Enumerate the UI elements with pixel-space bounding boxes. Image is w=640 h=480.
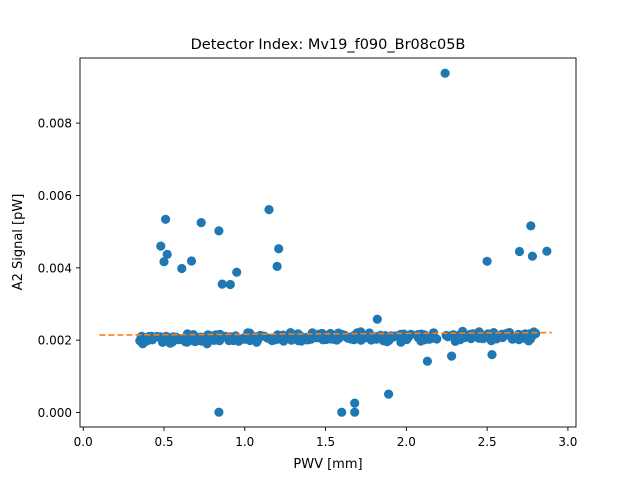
y-tick-label: 0.000: [38, 406, 72, 420]
data-point-outlier: [264, 205, 274, 215]
y-tick-label: 0.002: [38, 334, 72, 348]
data-point: [377, 333, 387, 343]
data-point: [497, 330, 507, 340]
data-point: [210, 330, 220, 340]
data-point-outlier: [447, 351, 457, 361]
data-point: [161, 336, 171, 346]
x-tick-label: 3.0: [558, 435, 577, 449]
y-tick-label: 0.008: [38, 117, 72, 131]
y-axis: 0.000 0.002 0.004 0.006 0.008: [38, 117, 80, 420]
fit-line-group: [99, 331, 552, 336]
fit-line: [99, 331, 552, 336]
x-tick-label: 0.0: [74, 435, 93, 449]
data-point: [354, 334, 364, 344]
data-point: [239, 333, 249, 343]
data-points: [135, 68, 552, 417]
data-point-outlier: [422, 356, 432, 366]
data-point-outlier: [214, 407, 224, 417]
data-point: [478, 334, 488, 344]
data-point: [140, 334, 150, 344]
data-point-outlier: [337, 407, 347, 417]
x-tick-label: 2.0: [397, 435, 416, 449]
data-point: [399, 332, 409, 342]
data-point: [468, 329, 478, 339]
data-point: [413, 330, 423, 340]
data-point-outlier: [196, 218, 206, 228]
data-point-outlier: [526, 221, 536, 231]
data-point: [181, 334, 191, 344]
y-axis-label: A2 Signal [pW]: [11, 194, 26, 291]
data-point: [331, 333, 341, 343]
x-axis-label: PWV [mm]: [293, 457, 362, 472]
data-point-outlier: [542, 246, 552, 256]
data-point: [507, 334, 518, 344]
data-point: [301, 335, 311, 345]
data-point: [366, 335, 376, 345]
data-point-outlier: [162, 249, 172, 259]
data-point: [169, 335, 179, 345]
data-point-outlier: [217, 279, 227, 289]
data-point: [346, 334, 356, 344]
data-point: [253, 335, 263, 345]
data-point-outlier: [527, 251, 538, 261]
data-point-outlier: [482, 256, 492, 266]
data-point-outlier: [186, 256, 197, 266]
data-point: [285, 333, 295, 343]
data-point-outlier: [225, 279, 235, 290]
data-point-outlier: [487, 350, 497, 360]
data-point-outlier: [274, 244, 284, 254]
y-tick-label: 0.006: [38, 189, 72, 203]
x-tick-label: 0.5: [154, 435, 173, 449]
data-point-outlier: [350, 407, 360, 417]
chart-title: Detector Index: Mv19_f090_Br08c05B: [191, 37, 466, 53]
data-point-outlier: [350, 398, 360, 408]
data-point-outlier: [159, 257, 169, 267]
data-point-outlier: [372, 314, 382, 324]
data-point: [147, 335, 157, 345]
data-point-outlier: [214, 226, 224, 236]
x-tick-label: 1.0: [235, 435, 254, 449]
data-point: [272, 333, 282, 343]
data-point-outlier: [161, 214, 171, 224]
data-point-outlier: [232, 267, 242, 277]
data-point: [419, 335, 429, 345]
y-tick-label: 0.004: [38, 261, 72, 275]
data-point-outlier: [514, 246, 525, 257]
data-point-outlier: [177, 263, 187, 274]
x-tick-label: 1.5: [316, 435, 335, 449]
plot-frame: [79, 57, 577, 428]
data-point: [486, 336, 496, 346]
x-tick-label: 2.5: [478, 435, 497, 449]
data-point-outlier: [156, 241, 166, 251]
data-point: [443, 332, 453, 342]
data-point-outlier: [272, 261, 282, 271]
data-point-outlier: [384, 389, 394, 399]
x-axis: 0.0 0.5 1.0 1.5 2.0 2.5 3.0: [74, 427, 577, 449]
data-point-outlier: [440, 68, 450, 78]
